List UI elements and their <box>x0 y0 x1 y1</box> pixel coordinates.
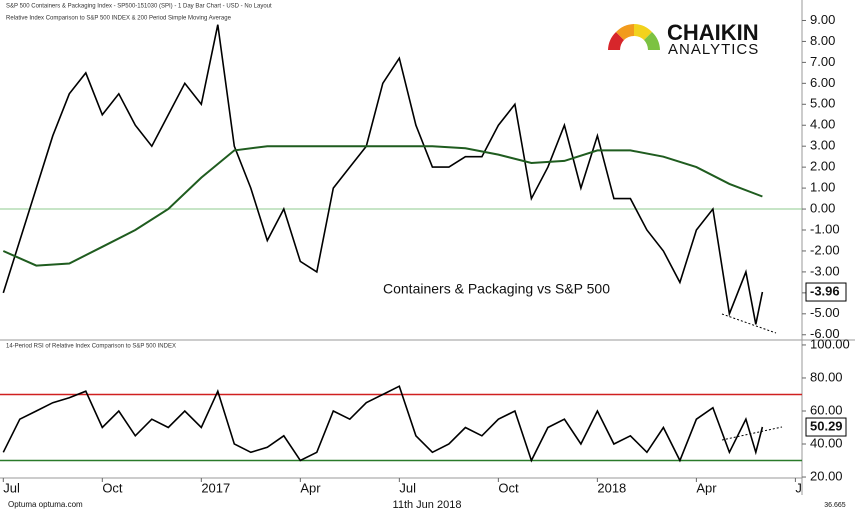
logo-tagline: ANALYTICS <box>668 41 759 58</box>
y-tick-label: 20.00 <box>810 468 843 483</box>
logo-arc <box>634 24 652 40</box>
trend-line <box>721 313 777 334</box>
last-value-label: 50.29 <box>810 418 843 433</box>
y-tick-label: 0.00 <box>810 200 835 215</box>
x-tick-label: Jul <box>3 480 20 495</box>
x-tick-label: J <box>795 480 802 495</box>
y-tick-label: 40.00 <box>810 435 843 450</box>
header-title: S&P 500 Containers & Packaging Index - S… <box>6 4 272 10</box>
y-tick-label: 5.00 <box>810 96 835 111</box>
bottom-subtitle: 14-Period RSI of Relative Index Comparis… <box>6 344 176 350</box>
y-tick-label: 60.00 <box>810 402 843 417</box>
x-tick-label: Oct <box>102 480 123 495</box>
y-tick-label: 6.00 <box>810 75 835 90</box>
last-value-label: -3.96 <box>810 283 840 298</box>
y-tick-label: -6.00 <box>810 326 840 341</box>
y-tick-label: 80.00 <box>810 369 843 384</box>
annotation: Containers & Packaging vs S&P 500 <box>383 281 610 297</box>
series-line <box>2 145 763 267</box>
corner-value: 36.665 <box>824 502 846 509</box>
logo-arc <box>608 32 624 50</box>
x-tick-label: Apr <box>696 480 717 495</box>
top-subtitle: Relative Index Comparison to S&P 500 IND… <box>6 16 232 22</box>
logo: CHAIKIN ANALYTICS <box>608 20 759 58</box>
y-tick-label: 100.00 <box>810 336 850 351</box>
y-tick-label: -2.00 <box>810 242 840 257</box>
y-tick-label: 8.00 <box>810 33 835 48</box>
y-tick-label: 3.00 <box>810 138 835 153</box>
y-tick-label: 2.00 <box>810 159 835 174</box>
x-tick-label: 2018 <box>597 480 626 495</box>
series-line <box>2 24 764 325</box>
logo-name: CHAIKIN <box>667 20 759 45</box>
footer-brand: Optuma optuma.com <box>8 500 83 509</box>
series-line <box>2 385 764 463</box>
y-tick-label: 4.00 <box>810 117 835 132</box>
y-tick-label: 9.00 <box>810 12 835 27</box>
logo-arc <box>644 32 660 50</box>
y-tick-label: 1.00 <box>810 180 835 195</box>
x-tick-label: 2017 <box>201 480 230 495</box>
y-tick-label: -3.00 <box>810 263 840 278</box>
y-tick-label: -5.00 <box>810 305 840 320</box>
x-tick-label: Oct <box>498 480 519 495</box>
y-tick-label: 7.00 <box>810 54 835 69</box>
last-value-box <box>805 282 847 302</box>
footer-date: 11th Jun 2018 <box>393 499 462 511</box>
y-tick-label: -1.00 <box>810 221 840 236</box>
last-value-box <box>805 417 847 437</box>
x-tick-label: Apr <box>300 480 321 495</box>
x-tick-label: Jul <box>399 480 416 495</box>
logo-arc <box>616 24 634 40</box>
